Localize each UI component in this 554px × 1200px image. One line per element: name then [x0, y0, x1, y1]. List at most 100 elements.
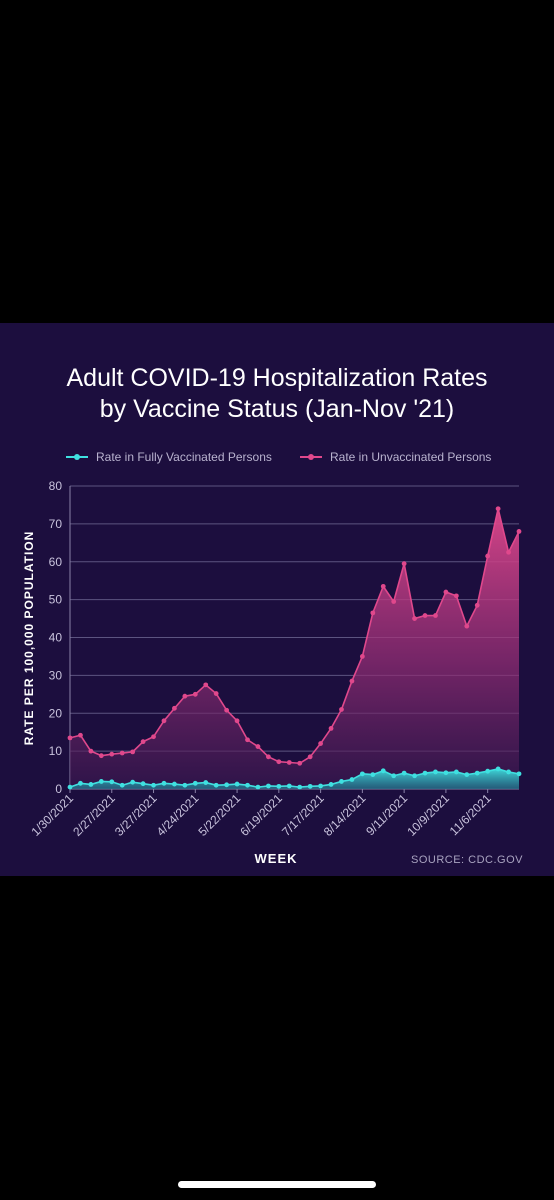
point-unvaccinated-12 [192, 691, 198, 697]
legend-swatch-unvaccinated [300, 452, 322, 462]
y-tick-label-10: 10 [49, 744, 63, 758]
point-unvaccinated-6 [130, 749, 136, 755]
point-unvaccinated-9 [161, 718, 167, 724]
point-unvaccinated-40 [485, 553, 491, 559]
point-vaccinated-22 [297, 784, 303, 790]
point-vaccinated-38 [464, 772, 470, 778]
point-vaccinated-16 [234, 781, 240, 787]
point-vaccinated-14 [213, 782, 219, 788]
point-unvaccinated-8 [151, 734, 156, 740]
point-vaccinated-2 [88, 782, 94, 787]
point-unvaccinated-4 [109, 751, 115, 757]
point-vaccinated-34 [422, 770, 428, 776]
point-vaccinated-29 [370, 772, 376, 778]
point-unvaccinated-7 [140, 739, 146, 745]
point-vaccinated-27 [349, 777, 355, 782]
point-vaccinated-24 [318, 783, 324, 789]
point-vaccinated-6 [130, 779, 136, 785]
x-tick-label-6: 7/17/2021 [279, 791, 327, 839]
point-unvaccinated-15 [224, 707, 230, 713]
point-vaccinated-9 [161, 780, 167, 786]
x-tick-label-1: 2/27/2021 [70, 791, 118, 839]
point-unvaccinated-24 [318, 741, 324, 746]
point-unvaccinated-29 [370, 610, 376, 616]
chart-title: Adult COVID-19 Hospitalization Rates by … [0, 363, 554, 425]
point-unvaccinated-19 [265, 754, 271, 760]
point-unvaccinated-22 [297, 760, 303, 766]
point-vaccinated-12 [192, 780, 198, 786]
point-vaccinated-36 [443, 770, 449, 776]
point-unvaccinated-28 [359, 654, 365, 659]
point-unvaccinated-2 [88, 748, 94, 754]
point-vaccinated-11 [182, 782, 188, 788]
point-vaccinated-4 [109, 779, 115, 785]
point-vaccinated-7 [140, 781, 146, 787]
point-unvaccinated-42 [506, 549, 511, 555]
x-tick-label-0: 1/30/2021 [28, 791, 76, 839]
status-bar [0, 0, 554, 88]
point-vaccinated-13 [203, 780, 209, 785]
point-vaccinated-1 [78, 780, 83, 786]
home-indicator[interactable] [178, 1181, 376, 1188]
point-vaccinated-40 [485, 768, 491, 774]
point-vaccinated-15 [224, 782, 230, 788]
x-tick-label-5: 6/19/2021 [237, 791, 285, 839]
point-vaccinated-33 [412, 773, 417, 779]
x-tick-label-9: 10/9/2021 [404, 791, 452, 839]
point-unvaccinated-36 [443, 589, 449, 595]
point-vaccinated-19 [265, 783, 271, 789]
x-tick-label-7: 8/14/2021 [321, 791, 369, 839]
point-unvaccinated-5 [119, 750, 125, 756]
x-tick-label-8: 9/11/2021 [363, 791, 410, 838]
point-unvaccinated-34 [422, 613, 428, 618]
point-unvaccinated-18 [255, 744, 261, 749]
point-unvaccinated-11 [182, 693, 188, 699]
legend-item-unvaccinated: Rate in Unvaccinated Persons [300, 447, 491, 467]
point-unvaccinated-37 [453, 593, 459, 599]
point-vaccinated-30 [380, 768, 386, 774]
y-tick-label-50: 50 [49, 593, 63, 607]
point-unvaccinated-32 [401, 561, 407, 567]
point-unvaccinated-0 [67, 735, 73, 741]
point-unvaccinated-3 [98, 753, 104, 759]
point-unvaccinated-21 [286, 760, 292, 765]
point-vaccinated-43 [516, 771, 522, 777]
point-unvaccinated-10 [172, 705, 177, 711]
legend-label-vaccinated: Rate in Fully Vaccinated Persons [96, 450, 272, 464]
point-unvaccinated-13 [203, 682, 209, 688]
point-unvaccinated-14 [213, 691, 219, 696]
point-vaccinated-21 [286, 783, 292, 789]
point-unvaccinated-25 [328, 726, 334, 731]
chart-title-line-2: by Vaccine Status (Jan-Nov '21) [99, 395, 455, 423]
point-vaccinated-17 [245, 782, 250, 788]
chart-legend: Rate in Fully Vaccinated Persons Rate in… [0, 447, 554, 467]
point-vaccinated-42 [506, 769, 511, 775]
point-unvaccinated-23 [307, 754, 313, 760]
point-vaccinated-32 [401, 770, 407, 776]
point-unvaccinated-38 [464, 623, 470, 629]
point-unvaccinated-41 [495, 506, 501, 512]
point-vaccinated-20 [276, 783, 282, 789]
x-tick-label-10: 11/6/2021 [447, 791, 494, 838]
point-vaccinated-23 [307, 783, 313, 789]
point-vaccinated-26 [339, 779, 344, 784]
x-tick-label-2: 3/27/2021 [112, 791, 160, 839]
point-vaccinated-39 [474, 770, 480, 776]
point-unvaccinated-31 [391, 599, 397, 604]
point-unvaccinated-26 [339, 707, 344, 712]
point-layer [67, 506, 522, 790]
point-unvaccinated-1 [78, 732, 83, 738]
point-vaccinated-28 [359, 771, 365, 777]
chart-card: Adult COVID-19 Hospitalization Rates by … [0, 323, 554, 876]
point-vaccinated-35 [433, 769, 438, 775]
legend-swatch-vaccinated [66, 452, 88, 462]
y-tick-label-40: 40 [49, 631, 63, 645]
legend-label-unvaccinated: Rate in Unvaccinated Persons [330, 450, 492, 464]
point-vaccinated-0 [67, 784, 73, 790]
point-vaccinated-31 [391, 773, 397, 779]
y-tick-label-60: 60 [49, 555, 63, 569]
y-tick-label-20: 20 [49, 706, 63, 720]
point-vaccinated-10 [172, 781, 177, 787]
point-unvaccinated-33 [412, 616, 417, 621]
point-vaccinated-3 [98, 779, 104, 784]
